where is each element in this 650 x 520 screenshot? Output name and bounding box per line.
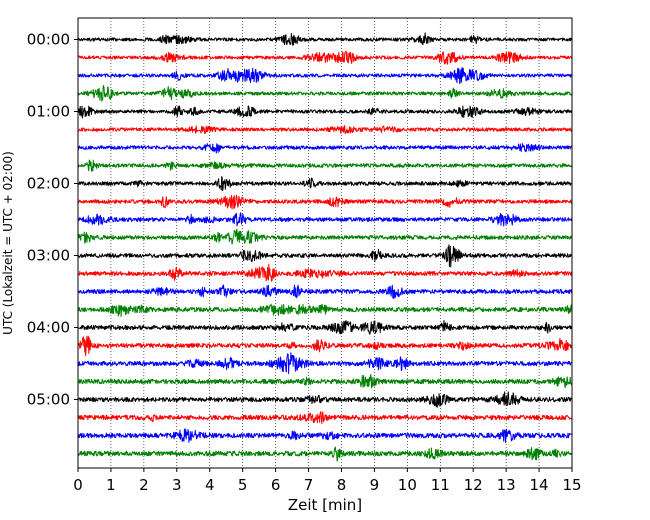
trace-0330 <box>77 284 573 299</box>
trace-0200 <box>77 176 573 192</box>
x-tick-label: 10 <box>398 476 417 494</box>
x-tick-label: 12 <box>464 476 483 494</box>
trace-0230 <box>77 212 573 227</box>
trace-0415 <box>77 335 573 357</box>
x-tick-label: 0 <box>73 476 83 494</box>
trace-0215 <box>77 194 573 210</box>
x-tick-label: 4 <box>205 476 215 494</box>
x-axis-label: Zeit [min] <box>288 496 362 514</box>
trace-0130 <box>77 143 573 154</box>
y-tick-label: 05:00 <box>27 391 70 409</box>
x-tick-label: 11 <box>431 476 450 494</box>
trace-0530 <box>77 428 573 444</box>
trace-0115 <box>77 124 573 135</box>
y-tick-label: 04:00 <box>27 319 70 337</box>
x-axis: 0 1 2 3 4 5 6 7 8 9 10 11 12 13 14 15 <box>73 468 582 494</box>
trace-0015 <box>77 50 573 65</box>
trace-0500 <box>77 391 573 408</box>
x-tick-label: 2 <box>139 476 149 494</box>
x-tick-label: 1 <box>106 476 116 494</box>
trace-0400 <box>77 320 573 335</box>
trace-0445 <box>77 374 573 389</box>
trace-0300 <box>77 244 573 268</box>
x-tick-label: 13 <box>497 476 516 494</box>
trace-0000 <box>77 32 573 46</box>
y-tick-label: 01:00 <box>27 103 70 121</box>
trace-0545 <box>77 446 573 462</box>
trace-0045 <box>77 85 573 102</box>
trace-0245 <box>77 229 573 245</box>
trace-0430 <box>77 352 573 375</box>
x-tick-label: 6 <box>271 476 281 494</box>
trace-0345 <box>77 303 573 318</box>
traces <box>77 32 573 462</box>
y-tick-label: 02:00 <box>27 175 70 193</box>
x-tick-label: 14 <box>530 476 549 494</box>
x-tick-label: 5 <box>238 476 248 494</box>
y-axis: 00:00 01:00 02:00 03:00 04:00 05:00 <box>27 31 78 409</box>
y-tick-label: 03:00 <box>27 247 70 265</box>
x-tick-label: 7 <box>304 476 314 494</box>
y-tick-label: 00:00 <box>27 31 70 49</box>
trace-0515 <box>77 411 573 425</box>
trace-0145 <box>77 159 573 172</box>
y-axis-label: UTC (Lokalzeit = UTC + 02:00) <box>1 151 15 335</box>
x-tick-label: 15 <box>562 476 581 494</box>
x-tick-label: 8 <box>337 476 347 494</box>
plot-frame <box>77 17 573 469</box>
x-tick-label: 3 <box>172 476 182 494</box>
trace-0100 <box>77 105 573 119</box>
trace-0315 <box>77 263 573 282</box>
trace-0030 <box>77 67 573 85</box>
x-tick-label: 9 <box>370 476 380 494</box>
